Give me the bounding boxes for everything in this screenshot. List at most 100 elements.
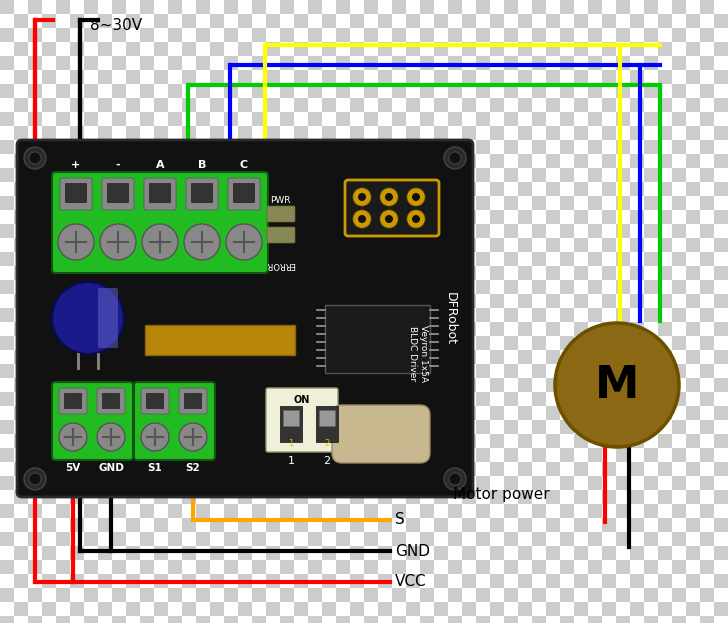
Bar xyxy=(98,70,112,84)
Bar xyxy=(322,126,336,140)
Bar xyxy=(434,280,448,294)
Bar xyxy=(616,84,630,98)
Bar xyxy=(476,84,490,98)
Bar xyxy=(98,364,112,378)
Bar xyxy=(560,224,574,238)
Bar xyxy=(196,434,210,448)
Bar xyxy=(504,126,518,140)
Bar xyxy=(434,476,448,490)
Bar xyxy=(672,28,686,42)
Bar xyxy=(98,140,112,154)
Bar xyxy=(42,210,56,224)
Bar xyxy=(196,448,210,462)
Bar xyxy=(70,70,84,84)
Bar xyxy=(476,252,490,266)
Bar xyxy=(84,448,98,462)
Bar xyxy=(70,602,84,616)
Bar xyxy=(196,238,210,252)
Bar xyxy=(70,126,84,140)
Bar xyxy=(420,70,434,84)
FancyBboxPatch shape xyxy=(228,178,260,210)
Bar xyxy=(616,140,630,154)
Bar xyxy=(574,560,588,574)
Bar xyxy=(70,364,84,378)
Bar xyxy=(28,196,42,210)
Bar xyxy=(308,504,322,518)
Text: +: + xyxy=(71,160,81,170)
Bar xyxy=(518,84,532,98)
Bar xyxy=(560,420,574,434)
Bar xyxy=(112,14,126,28)
Bar xyxy=(378,476,392,490)
Bar xyxy=(392,252,406,266)
Bar xyxy=(266,308,280,322)
Bar xyxy=(42,98,56,112)
Bar xyxy=(644,168,658,182)
Bar xyxy=(266,532,280,546)
Bar xyxy=(252,406,266,420)
Bar xyxy=(518,280,532,294)
Bar xyxy=(84,14,98,28)
Bar xyxy=(294,476,308,490)
Bar xyxy=(588,140,602,154)
Bar xyxy=(490,196,504,210)
Bar xyxy=(168,490,182,504)
Bar xyxy=(112,322,126,336)
Bar xyxy=(588,196,602,210)
Bar xyxy=(714,280,728,294)
Bar xyxy=(714,350,728,364)
Bar xyxy=(574,70,588,84)
Bar xyxy=(0,322,14,336)
Bar xyxy=(126,392,140,406)
Bar xyxy=(98,42,112,56)
Bar xyxy=(448,336,462,350)
Bar xyxy=(182,602,196,616)
Bar xyxy=(308,98,322,112)
Bar xyxy=(602,266,616,280)
Bar xyxy=(532,56,546,70)
Bar xyxy=(392,28,406,42)
Bar xyxy=(84,574,98,588)
Bar xyxy=(434,14,448,28)
Bar xyxy=(504,56,518,70)
Bar xyxy=(658,392,672,406)
Bar xyxy=(714,378,728,392)
Bar xyxy=(476,196,490,210)
Bar xyxy=(14,364,28,378)
Bar xyxy=(294,126,308,140)
Bar xyxy=(616,518,630,532)
Bar xyxy=(336,154,350,168)
Bar xyxy=(210,546,224,560)
Bar xyxy=(196,140,210,154)
Bar xyxy=(714,420,728,434)
Bar xyxy=(56,56,70,70)
Bar xyxy=(294,588,308,602)
Bar xyxy=(154,560,168,574)
Bar xyxy=(336,252,350,266)
Bar xyxy=(616,238,630,252)
Bar xyxy=(434,350,448,364)
Bar xyxy=(42,406,56,420)
Bar xyxy=(0,364,14,378)
Bar xyxy=(672,434,686,448)
Bar xyxy=(700,140,714,154)
Bar xyxy=(28,280,42,294)
Bar xyxy=(504,448,518,462)
Bar xyxy=(546,168,560,182)
Bar xyxy=(672,294,686,308)
Bar xyxy=(518,42,532,56)
Bar xyxy=(14,0,28,14)
Bar xyxy=(210,28,224,42)
Bar xyxy=(518,364,532,378)
Bar xyxy=(14,574,28,588)
Bar xyxy=(42,504,56,518)
Bar xyxy=(252,560,266,574)
Bar xyxy=(546,224,560,238)
Bar xyxy=(434,294,448,308)
Bar xyxy=(434,434,448,448)
Bar xyxy=(462,504,476,518)
Bar xyxy=(84,364,98,378)
Bar xyxy=(602,294,616,308)
Bar xyxy=(630,266,644,280)
Bar xyxy=(658,168,672,182)
